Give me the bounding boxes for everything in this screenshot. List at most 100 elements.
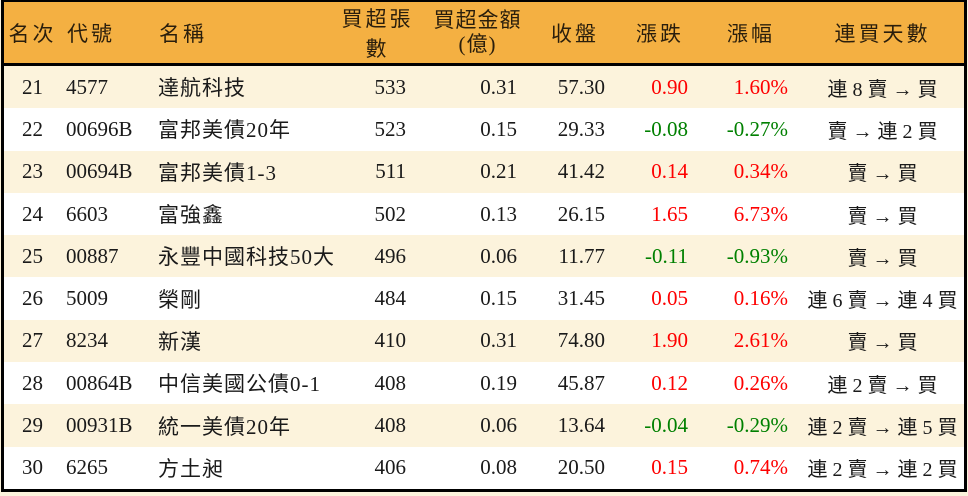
table-row: 24 6603 富強鑫 502 0.13 26.15 1.65 6.73% 賣 → 買 <box>4 192 964 236</box>
table-row: 22 00696B 富邦美債20年 523 0.15 29.33 -0.08 -0.27% 賣 … <box>4 108 964 151</box>
change-cell: 0.15 <box>651 455 688 480</box>
column-header-amount-line2: (億) <box>458 31 497 56</box>
close-cell: 74.80 <box>557 328 605 353</box>
rank-cell: 27 <box>22 328 43 353</box>
amount-cell: 0.31 <box>480 328 517 353</box>
streak-cell: 賣 → 買 <box>847 163 918 186</box>
change-cell: -0.11 <box>645 243 688 268</box>
change-cell: 0.12 <box>651 370 688 395</box>
change-pct-cell: 0.74% <box>733 455 788 480</box>
rank-cell: 26 <box>22 286 43 311</box>
rank-cell: 22 <box>22 116 43 141</box>
change-pct-cell: -0.27% <box>726 116 788 141</box>
amount-cell: 0.06 <box>480 413 517 438</box>
change-pct-cell: 6.73% <box>733 201 788 226</box>
amount-cell: 0.31 <box>480 74 517 99</box>
volume-cell: 408 <box>374 370 407 395</box>
table-row: 28 00864B 中信美國公債0-1 408 0.19 45.87 0.12 0.26% 連 … <box>4 362 964 405</box>
streak-cell: 賣 → 買 <box>847 247 918 270</box>
volume-cell: 523 <box>374 116 407 141</box>
volume-cell: 502 <box>374 201 407 226</box>
name-cell: 統一美債20年 <box>158 414 291 439</box>
table-row: 26 5009 榮剛 484 0.15 31.45 0.05 0.16% 連 6 賣 → 連 4… <box>4 277 964 320</box>
table-row: 27 8234 新漢 410 0.31 74.80 1.90 2.61% 賣 → 買 <box>4 319 964 363</box>
table-row: 23 00694B 富邦美債1-3 511 0.21 41.42 0.14 0.34% 賣 → … <box>4 150 964 193</box>
change-cell: 0.05 <box>651 286 688 311</box>
code-cell: 8234 <box>66 328 108 353</box>
change-pct-cell: 0.16% <box>733 286 788 311</box>
close-cell: 29.33 <box>557 116 605 141</box>
code-cell: 00864B <box>66 370 133 395</box>
amount-cell: 0.06 <box>480 243 517 268</box>
amount-cell: 0.13 <box>480 201 517 226</box>
code-cell: 5009 <box>66 286 108 311</box>
close-cell: 41.42 <box>557 159 605 184</box>
volume-cell: 511 <box>375 159 406 184</box>
change-pct-cell: 0.26% <box>733 370 788 395</box>
name-cell: 新漢 <box>158 329 202 354</box>
column-header-name: 名稱 <box>153 2 331 66</box>
column-header-change: 漲跌 <box>619 2 701 66</box>
streak-cell: 連 2 賣 → 買 <box>827 374 938 397</box>
table-row: 30 6265 方土昶 406 0.08 20.50 0.15 0.74% 連 2 賣 → 連 … <box>4 446 964 489</box>
change-cell: 1.90 <box>651 328 688 353</box>
close-cell: 45.87 <box>557 370 605 395</box>
change-pct-cell: -0.93% <box>726 243 788 268</box>
amount-cell: 0.08 <box>480 455 517 480</box>
change-pct-cell: 0.34% <box>733 159 788 184</box>
change-cell: -0.04 <box>644 413 688 438</box>
streak-cell: 賣 → 連 2 買 <box>827 120 938 143</box>
change-cell: -0.08 <box>644 116 688 141</box>
name-cell: 富邦美債1-3 <box>158 160 277 185</box>
amount-cell: 0.19 <box>480 370 517 395</box>
change-pct-cell: 2.61% <box>733 328 788 353</box>
close-cell: 57.30 <box>557 74 605 99</box>
code-cell: 4577 <box>66 74 108 99</box>
volume-cell: 410 <box>374 328 407 353</box>
table-header: 名次 代號 名稱 買超張數 買超金額 (億) 收盤 漲跌 漲幅 連買天數 <box>4 2 964 66</box>
close-cell: 20.50 <box>557 455 605 480</box>
column-header-amount: 買超金額 (億) <box>424 2 531 66</box>
change-cell: 0.14 <box>651 159 688 184</box>
name-cell: 永豐中國科技50大 <box>158 245 335 270</box>
column-header-close: 收盤 <box>531 2 619 66</box>
rank-cell: 29 <box>22 413 43 438</box>
rank-cell: 24 <box>22 201 43 226</box>
code-cell: 00931B <box>66 413 133 438</box>
close-cell: 11.77 <box>558 243 605 268</box>
name-cell: 方土昶 <box>158 456 224 481</box>
rank-cell: 21 <box>22 74 43 99</box>
amount-cell: 0.21 <box>480 159 517 184</box>
rank-cell: 23 <box>22 159 43 184</box>
rank-cell: 28 <box>22 370 43 395</box>
streak-cell: 賣 → 買 <box>847 332 918 355</box>
code-cell: 6603 <box>66 201 108 226</box>
name-cell: 榮剛 <box>158 287 202 312</box>
column-header-streak: 連買天數 <box>801 2 964 66</box>
streak-cell: 連 2 賣 → 連 5 買 <box>807 417 958 440</box>
code-cell: 00887 <box>66 243 119 268</box>
rank-cell: 30 <box>22 455 43 480</box>
close-cell: 26.15 <box>557 201 605 226</box>
change-cell: 1.65 <box>651 201 688 226</box>
close-cell: 31.45 <box>557 286 605 311</box>
change-cell: 0.90 <box>651 74 688 99</box>
name-cell: 中信美國公債0-1 <box>158 372 321 397</box>
name-cell: 富強鑫 <box>158 203 224 228</box>
volume-cell: 533 <box>374 74 407 99</box>
table-row: 21 4577 達航科技 533 0.31 57.30 0.90 1.60% 連 8 賣 → 買 <box>4 64 964 109</box>
table-row: 25 00887 永豐中國科技50大 496 0.06 11.77 -0.11 -0.93% 賣… <box>4 235 964 278</box>
code-cell: 00694B <box>66 159 133 184</box>
column-header-rank: 名次 <box>4 2 61 66</box>
code-cell: 00696B <box>66 116 133 141</box>
volume-cell: 496 <box>374 243 407 268</box>
header-row: 名次 代號 名稱 買超張數 買超金額 (億) 收盤 漲跌 漲幅 連買天數 <box>4 2 964 66</box>
column-header-amount-line1: 買超金額 <box>433 7 522 32</box>
close-cell: 13.64 <box>557 413 605 438</box>
name-cell: 富邦美債20年 <box>158 118 291 143</box>
name-cell: 達航科技 <box>158 76 246 101</box>
column-header-volume: 買超張數 <box>331 2 424 66</box>
amount-cell: 0.15 <box>480 116 517 141</box>
rank-cell: 25 <box>22 243 43 268</box>
